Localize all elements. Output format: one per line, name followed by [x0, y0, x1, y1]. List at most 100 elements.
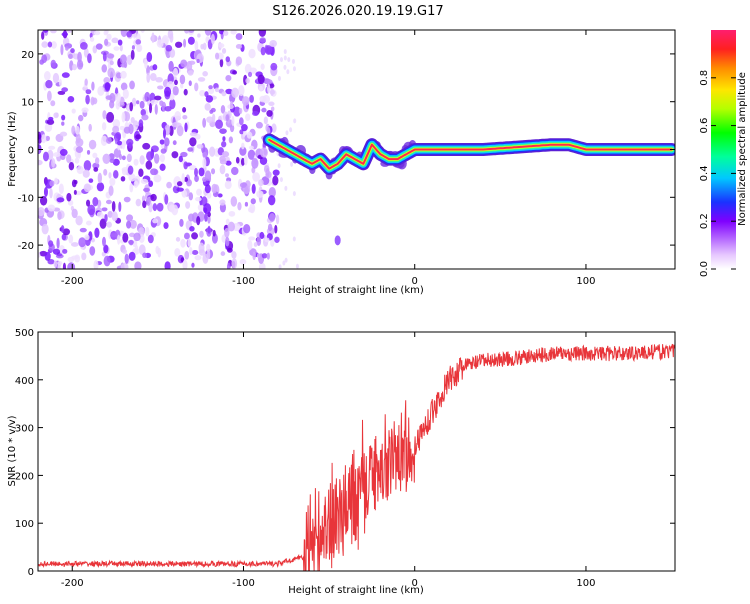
noise-speckle — [270, 238, 275, 247]
noise-speckle — [218, 43, 225, 48]
noise-speckle — [163, 137, 170, 147]
noise-speckle — [179, 218, 184, 227]
noise-speckle — [77, 51, 82, 63]
noise-speckle — [295, 263, 299, 269]
noise-speckle — [46, 119, 55, 125]
noise-speckle — [145, 160, 153, 170]
noise-speckle — [283, 55, 287, 61]
noise-speckle — [156, 202, 164, 212]
noise-speckle — [51, 158, 56, 168]
noise-speckle — [207, 225, 211, 234]
noise-speckle — [71, 208, 78, 219]
noise-speckle — [136, 44, 143, 53]
noise-speckle — [274, 236, 280, 243]
noise-speckle — [182, 259, 188, 269]
noise-speckle — [230, 196, 238, 207]
noise-speckle — [121, 139, 126, 150]
noise-speckle — [136, 100, 140, 105]
noise-speckle — [157, 247, 162, 258]
y-tick-label: 400 — [15, 376, 34, 387]
noise-speckle — [96, 182, 105, 192]
noise-speckle — [153, 153, 160, 164]
noise-speckle — [231, 251, 237, 259]
noise-speckle — [88, 178, 94, 183]
noise-speckle — [92, 197, 99, 207]
noise-speckle — [221, 151, 230, 158]
noise-speckle — [39, 195, 48, 206]
noise-speckle — [203, 203, 212, 214]
noise-speckle — [144, 58, 148, 69]
noise-speckle — [150, 99, 159, 105]
noise-speckle — [127, 165, 134, 175]
noise-speckle — [117, 39, 123, 46]
noise-speckle — [292, 66, 296, 72]
noise-speckle — [231, 115, 235, 127]
noise-speckle — [171, 204, 179, 216]
noise-speckle — [97, 86, 105, 96]
noise-speckle — [106, 137, 112, 144]
noise-speckle — [259, 95, 267, 103]
noise-speckle — [239, 146, 247, 156]
noise-speckle — [109, 158, 115, 164]
noise-speckle — [115, 100, 121, 110]
noise-speckle — [103, 77, 111, 84]
noise-speckle — [85, 199, 91, 207]
noise-speckle — [202, 151, 208, 159]
spectrogram-y-ticks: -20 -10 0 10 20 — [18, 50, 675, 252]
noise-speckle — [112, 125, 120, 134]
noise-speckle — [237, 201, 242, 211]
noise-speckle — [214, 52, 220, 60]
noise-speckle — [264, 237, 270, 243]
noise-speckle — [52, 72, 60, 84]
noise-speckle — [246, 131, 253, 139]
noise-speckle — [75, 215, 83, 226]
noise-speckle — [150, 168, 158, 176]
noise-speckle — [78, 62, 84, 68]
noise-speckle — [225, 160, 232, 166]
noise-speckle — [279, 177, 283, 183]
noise-speckle — [154, 104, 158, 115]
noise-speckle — [102, 236, 106, 247]
noise-speckle — [221, 47, 227, 54]
noise-speckle — [119, 54, 127, 65]
noise-speckle — [185, 201, 191, 209]
noise-speckle — [247, 71, 253, 78]
y-tick-label: 10 — [21, 98, 34, 109]
noise-speckle — [133, 158, 139, 166]
noise-speckle — [61, 121, 65, 126]
noise-speckle — [54, 177, 58, 185]
noise-speckle — [222, 136, 226, 142]
noise-speckle — [84, 234, 90, 241]
noise-speckle — [205, 95, 214, 103]
noise-speckle — [61, 87, 69, 93]
noise-speckle — [175, 237, 181, 242]
noise-speckle — [109, 60, 114, 66]
noise-speckle — [196, 144, 204, 149]
noise-speckle — [88, 123, 92, 132]
noise-speckle — [144, 91, 151, 102]
noise-speckle — [129, 183, 134, 193]
noise-speckle — [235, 33, 243, 41]
noise-speckle — [111, 200, 116, 212]
noise-speckle — [256, 253, 261, 259]
noise-speckle — [191, 232, 199, 240]
noise-speckle — [248, 145, 254, 150]
noise-speckle — [187, 213, 195, 222]
noise-speckle — [135, 134, 142, 140]
noise-speckle — [241, 142, 245, 150]
noise-speckle — [241, 96, 250, 106]
noise-speckle — [138, 244, 146, 256]
noise-speckle — [277, 75, 281, 81]
x-tick-label: 100 — [576, 578, 595, 589]
noise-speckle — [204, 212, 208, 222]
x-tick-label: 0 — [412, 578, 418, 589]
noise-speckle — [256, 190, 264, 198]
noise-speckle — [159, 163, 166, 171]
snr-series — [38, 343, 675, 571]
noise-speckle — [140, 178, 149, 185]
y-tick-label: 500 — [15, 328, 34, 339]
noise-speckle — [100, 135, 108, 146]
noise-speckle — [206, 191, 212, 199]
noise-speckle — [157, 85, 164, 90]
noise-speckle — [183, 88, 188, 96]
